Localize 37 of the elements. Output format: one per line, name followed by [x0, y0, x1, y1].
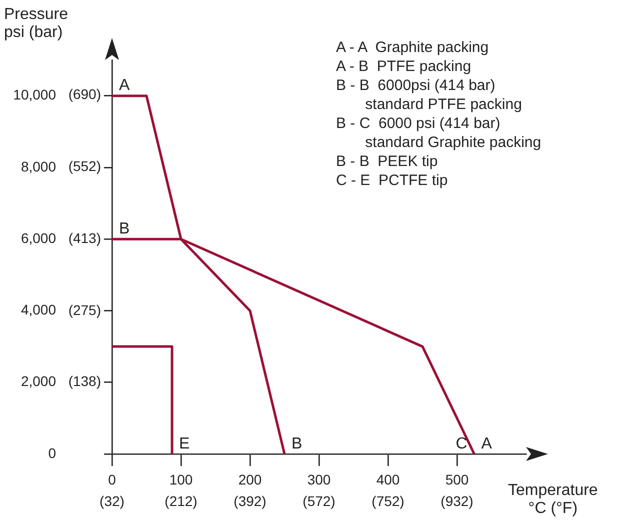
x2-tick-label: (212) [164, 492, 198, 509]
y-tick-label: 0 [48, 444, 56, 461]
annotation: A [481, 435, 492, 452]
text: A - A Graphite packing [336, 38, 490, 57]
x-tick-label: 400 [376, 471, 400, 488]
x-tick-label: 0 [108, 471, 116, 488]
y2-tick-label: (275) [68, 302, 101, 318]
annotation: A [119, 77, 130, 94]
y-tick-label: 6,000 [20, 230, 56, 246]
y-tick-label: 4,000 [20, 302, 56, 318]
annotation: C - E PCTFE tip [336, 171, 449, 190]
annotation: E [179, 435, 190, 452]
annotation: A - B PTFE packing [336, 57, 472, 76]
annotation: B - C 6000 psi (414 bar) standard Graphite packing [336, 114, 542, 152]
x2-tick-label: (752) [372, 492, 404, 509]
y-axis-title: Pressure psi (bar) [4, 6, 68, 42]
x2-tick-label: (32) [100, 492, 124, 509]
annotation: B - B 6000psi (414 bar) standard PTFE packing [336, 76, 523, 114]
x-axis-title: Temperature °C (°F) [508, 482, 598, 518]
y-tick-label: 2,000 [20, 373, 56, 390]
y2-tick-label: (413) [68, 230, 101, 246]
annotation: B [119, 220, 130, 238]
x2-tick-label: (572) [302, 492, 336, 509]
x-tick-label: 100 [169, 471, 193, 488]
annotation: C [456, 435, 468, 452]
annotation: B [292, 435, 302, 452]
x2-tick-label: (932) [440, 492, 474, 509]
y-tick-label: 10,000 [13, 86, 56, 103]
y2-tick-label: (690) [68, 86, 101, 102]
x-tick-label: 300 [307, 471, 331, 488]
annotation: B - B PEEK tip [336, 152, 439, 171]
y2-tick-label: (138) [68, 373, 101, 390]
x-tick-label: 500 [445, 471, 469, 488]
y2-tick-label: (552) [68, 158, 101, 174]
y-tick-label: 8,000 [20, 158, 56, 174]
x2-tick-label: (392) [234, 492, 266, 509]
x-tick-label: 200 [238, 471, 262, 488]
